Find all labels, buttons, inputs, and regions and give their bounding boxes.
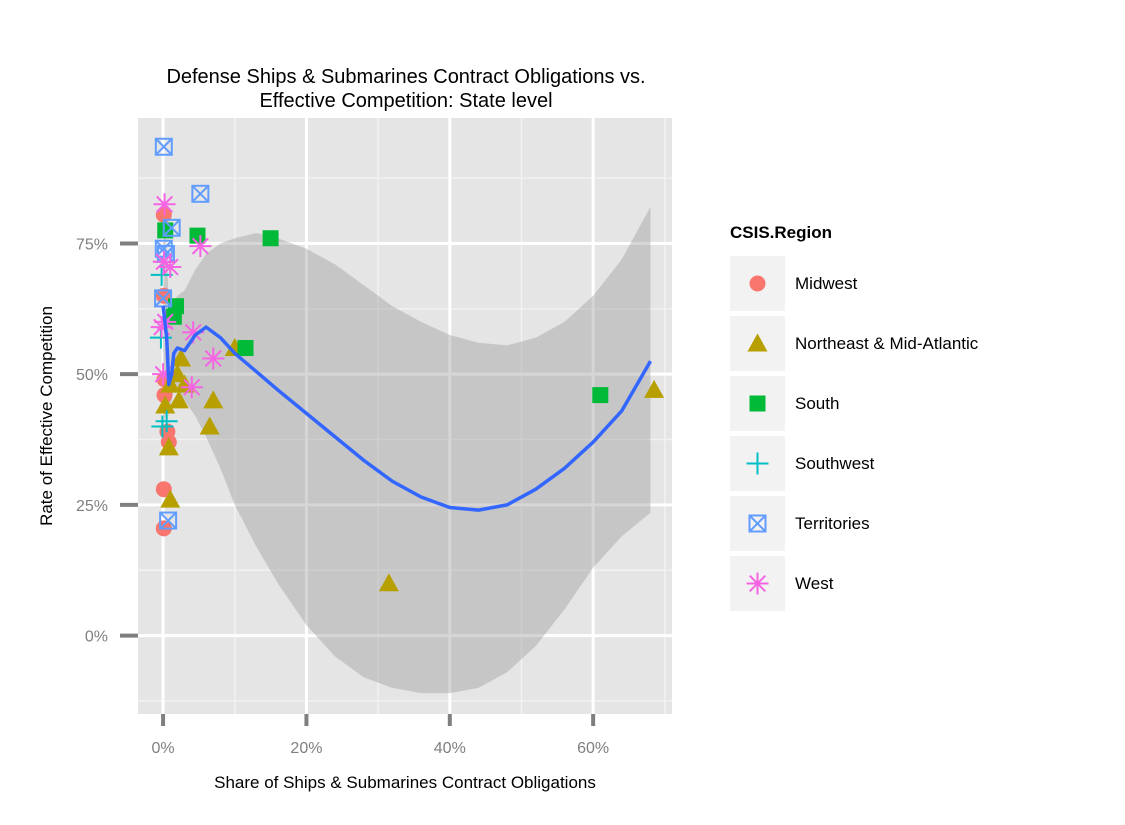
- data-point-triangle: [171, 348, 192, 367]
- data-point-asterisk: [159, 256, 182, 278]
- y-axis-label: Rate of Effective Competition: [37, 306, 56, 526]
- data-point-triangle: [203, 390, 224, 409]
- data-point-boxcross: [154, 289, 173, 308]
- y-tick-label: 75%: [76, 236, 108, 253]
- data-point-boxcross: [162, 218, 181, 237]
- data-point-triangle: [644, 379, 665, 398]
- data-point-plus: [151, 415, 174, 438]
- confidence-band: [163, 201, 651, 694]
- legend-label: West: [795, 574, 834, 593]
- data-point-triangle: [158, 437, 179, 456]
- data-point-triangle: [378, 573, 399, 592]
- legend-label: Northeast & Mid-Atlantic: [795, 334, 979, 353]
- data-point-plus: [155, 410, 178, 433]
- data-point-asterisk: [189, 235, 212, 258]
- data-points-layer: [149, 137, 665, 592]
- data-point-asterisk: [153, 193, 176, 216]
- y-tick-label: 25%: [76, 498, 108, 515]
- legend-title: CSIS.Region: [730, 223, 832, 242]
- legend-key-boxcross: [748, 514, 767, 533]
- y-tick-label: 0%: [85, 629, 108, 646]
- data-point-triangle: [199, 416, 220, 435]
- data-point-boxcross: [191, 184, 210, 203]
- x-tick-label: 60%: [577, 740, 609, 757]
- axis-ticks-layer: 0% 20% 40% 60% 0% 25% 50% 75%: [76, 236, 609, 757]
- chart-title-line-2: Effective Competition: State level: [259, 90, 552, 112]
- data-point-boxcross: [159, 511, 178, 530]
- data-point-asterisk: [180, 376, 203, 399]
- y-tick-label: 50%: [76, 367, 108, 384]
- legend-label: Midwest: [795, 274, 858, 293]
- data-point-square: [592, 387, 609, 404]
- legend-label: Southwest: [795, 454, 875, 473]
- data-point-triangle: [160, 489, 181, 508]
- legend-key-circle: [749, 275, 766, 292]
- x-axis-label: Share of Ships & Submarines Contract Obl…: [214, 773, 596, 792]
- smooth-line: [161, 306, 653, 512]
- data-point-circle: [155, 481, 172, 498]
- data-point-triangle: [168, 390, 189, 409]
- confidence-band-layer: [163, 201, 651, 694]
- chart-title-line-1: Defense Ships & Submarines Contract Obli…: [166, 66, 645, 88]
- data-point-asterisk: [202, 347, 225, 370]
- legend-label: Territories: [795, 514, 870, 533]
- plot-panel: [138, 118, 672, 714]
- data-point-square: [237, 340, 254, 357]
- x-tick-label: 0%: [152, 740, 175, 757]
- data-point-boxcross: [154, 137, 173, 156]
- data-point-square: [165, 308, 182, 325]
- data-point-square: [189, 227, 206, 244]
- legend: CSIS.Region Midwest Northeast & Mid-Atlan…: [730, 223, 979, 611]
- legend-label: South: [795, 394, 839, 413]
- legend-key-triangle: [747, 333, 768, 352]
- legend-key-asterisk: [746, 572, 769, 595]
- x-tick-label: 20%: [290, 740, 322, 757]
- smooth-line-layer: [161, 306, 653, 512]
- legend-key-square: [749, 395, 766, 412]
- x-tick-label: 40%: [434, 740, 466, 757]
- data-point-triangle: [155, 395, 176, 414]
- data-point-square: [262, 230, 279, 247]
- data-point-asterisk: [150, 316, 173, 339]
- legend-key-plus: [746, 452, 769, 475]
- data-point-circle: [155, 287, 172, 304]
